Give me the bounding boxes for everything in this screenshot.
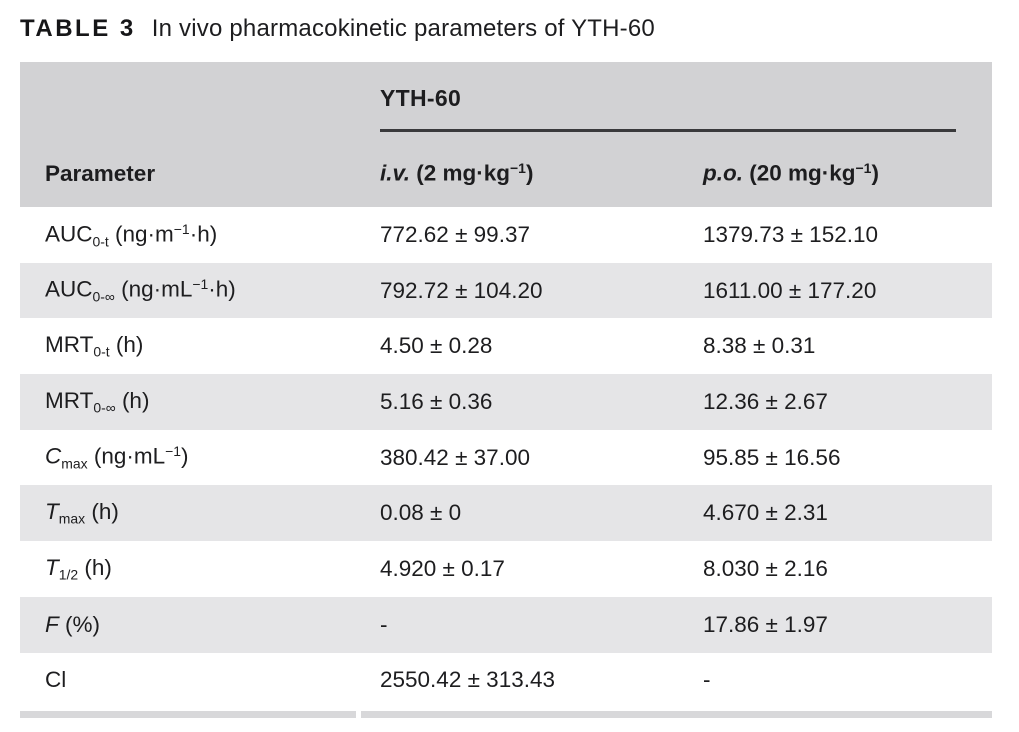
cell-parameter: AUC0-∞ (ng·mL−1·h) — [45, 276, 236, 305]
bottom-rule-segment-right — [361, 711, 992, 719]
table-row: Cl 2550.42 ± 313.43 - — [20, 653, 992, 709]
column-header-iv: i.v. (2 mg·kg−1) — [380, 160, 534, 186]
column-group-rule — [380, 129, 956, 132]
cell-po-value: 8.030 ± 2.16 — [703, 555, 828, 581]
table-row: MRT0-∞ (h) 5.16 ± 0.36 12.36 ± 2.67 — [20, 374, 992, 430]
cell-parameter: Cmax (ng·mL−1) — [45, 443, 189, 472]
column-group-label: YTH-60 — [380, 85, 462, 111]
column-header-po: p.o. (20 mg·kg−1) — [703, 160, 879, 186]
table-row: Tmax (h) 0.08 ± 0 4.670 ± 2.31 — [20, 485, 992, 542]
table-row: F (%) - 17.86 ± 1.97 — [20, 596, 992, 653]
table-caption-text: In vivo pharmacokinetic parameters of YT… — [151, 15, 655, 42]
cell-parameter: F (%) — [45, 611, 100, 637]
cell-parameter: MRT0-∞ (h) — [45, 388, 150, 416]
pharmacokinetics-table: YTH-60 Parameter i.v. (2 mg·kg−1) p.o. (… — [20, 62, 992, 719]
cell-iv-value: 792.72 ± 104.20 — [380, 277, 543, 303]
cell-po-value: 1379.73 ± 152.10 — [703, 221, 879, 247]
cell-iv-value: 4.50 ± 0.28 — [380, 333, 493, 359]
cell-iv-value: 0.08 ± 0 — [380, 500, 462, 526]
cell-iv-value: 772.62 ± 99.37 — [380, 221, 530, 247]
cell-po-value: - — [703, 667, 711, 693]
table-row: T1/2 (h) 4.920 ± 0.17 8.030 ± 2.16 — [20, 541, 992, 597]
column-header-row: Parameter i.v. (2 mg·kg−1) p.o. (20 mg·k… — [20, 140, 992, 207]
cell-iv-value: - — [380, 611, 388, 637]
table-body: AUC0-t (ng·m−1·h) 772.62 ± 99.37 1379.73… — [20, 207, 992, 708]
cell-po-value: 12.36 ± 2.67 — [703, 388, 828, 414]
cell-iv-value: 4.920 ± 0.17 — [380, 555, 505, 581]
table-caption-label: TABLE 3 — [20, 15, 136, 42]
cell-po-value: 4.670 ± 2.31 — [703, 500, 828, 526]
cell-po-value: 17.86 ± 1.97 — [703, 611, 828, 637]
cell-po-value: 1611.00 ± 177.20 — [703, 277, 877, 303]
table-row: AUC0-∞ (ng·mL−1·h) 792.72 ± 104.20 1611.… — [20, 262, 992, 319]
table-row: Cmax (ng·mL−1) 380.42 ± 37.00 95.85 ± 16… — [20, 430, 992, 486]
cell-parameter: MRT0-t (h) — [45, 332, 144, 361]
cell-parameter: Tmax (h) — [45, 499, 119, 528]
cell-po-value: 95.85 ± 16.56 — [703, 444, 841, 470]
cell-iv-value: 2550.42 ± 313.43 — [380, 667, 556, 693]
cell-iv-value: 5.16 ± 0.36 — [380, 388, 493, 414]
cell-iv-value: 380.42 ± 37.00 — [380, 444, 530, 470]
table-row: MRT0-t (h) 4.50 ± 0.28 8.38 ± 0.31 — [20, 318, 992, 374]
cell-parameter: AUC0-t (ng·m−1·h) — [45, 220, 218, 249]
table-caption: TABLE 3 In vivo pharmacokinetic parameter… — [20, 12, 999, 46]
table-bottom-rule — [20, 711, 992, 719]
bottom-rule-segment-left — [20, 711, 356, 719]
table-header: YTH-60 Parameter i.v. (2 mg·kg−1) p.o. (… — [20, 62, 992, 207]
column-header-parameter: Parameter — [45, 160, 156, 186]
cell-po-value: 8.38 ± 0.31 — [703, 333, 816, 359]
cell-parameter: Cl — [45, 667, 67, 693]
cell-parameter: T1/2 (h) — [45, 555, 112, 583]
table-row: AUC0-t (ng·m−1·h) 772.62 ± 99.37 1379.73… — [20, 207, 992, 263]
